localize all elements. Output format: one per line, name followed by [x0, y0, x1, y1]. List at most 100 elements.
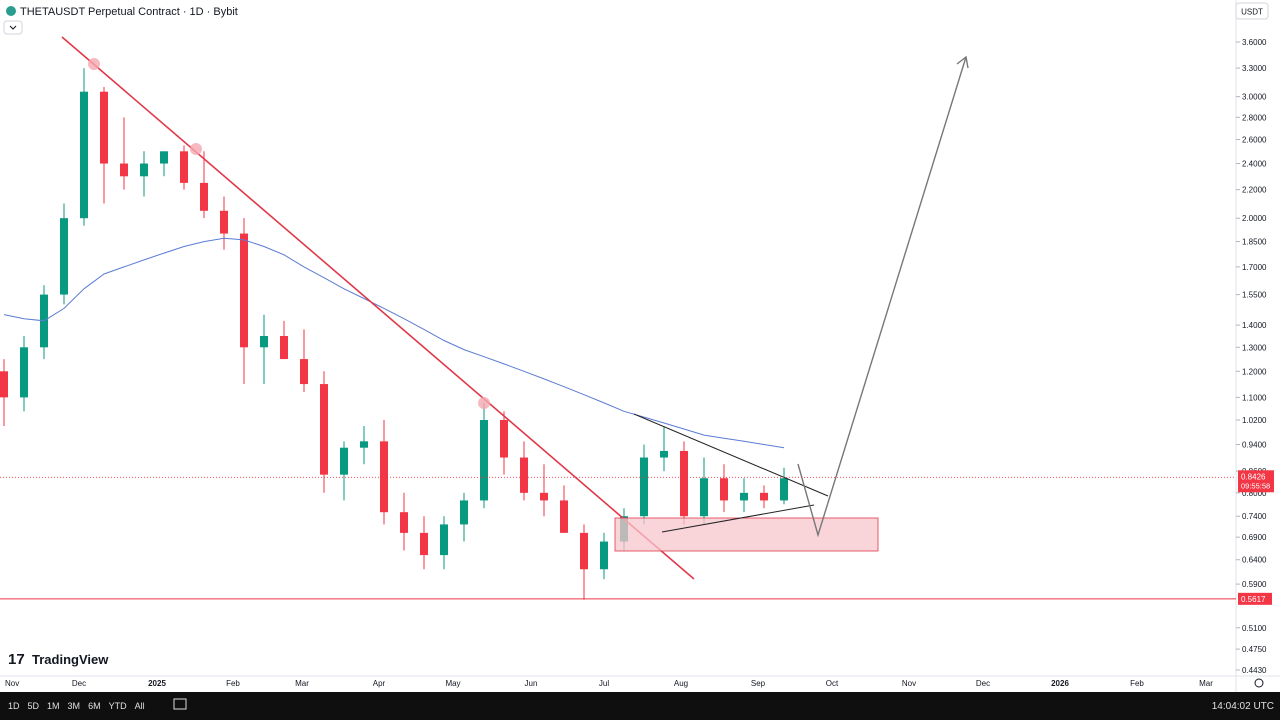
candle-body — [380, 441, 388, 513]
x-tick-label: 2025 — [148, 679, 166, 688]
y-tick-label: 2.6000 — [1242, 136, 1267, 145]
candle-body — [560, 500, 568, 533]
y-tick-label: 2.0000 — [1242, 214, 1267, 223]
y-tick-label: 0.5900 — [1242, 580, 1267, 589]
candle-body — [20, 347, 28, 398]
y-tick-label: 2.2000 — [1242, 186, 1267, 195]
demand-zone — [614, 517, 879, 552]
date-range-icon[interactable] — [173, 698, 187, 710]
candle-body — [540, 492, 548, 501]
triangle-lower — [661, 504, 815, 533]
candle-body — [720, 478, 728, 501]
x-tick-label: May — [445, 679, 460, 688]
candle-body — [480, 420, 488, 501]
timeframe-button[interactable]: YTD — [109, 701, 128, 711]
y-tick-label: 1.4000 — [1242, 321, 1267, 330]
collapse-button[interactable] — [3, 20, 23, 35]
candle-body — [440, 524, 448, 556]
candle-body — [60, 218, 68, 295]
candle-body — [240, 233, 248, 348]
x-tick-label: Sep — [751, 679, 766, 688]
timeframe-group: 1D 5D 1M 3M 6M YTD All — [8, 701, 145, 711]
projection-path — [797, 56, 967, 538]
y-tick-label: 1.2000 — [1242, 367, 1267, 376]
candle-body — [220, 210, 228, 234]
x-tick-label: Nov — [5, 679, 19, 688]
brand-mark: 17 — [8, 651, 25, 668]
y-tick-label: 1.5500 — [1242, 291, 1267, 300]
candle-body — [680, 450, 688, 517]
x-tick-label: Dec — [976, 679, 990, 688]
timeframe-button[interactable]: 1M — [47, 701, 60, 711]
price-label: 0.8426 — [1241, 472, 1266, 481]
candle-body — [400, 512, 408, 533]
marks-layer — [0, 68, 788, 600]
timeframe-button[interactable]: All — [135, 701, 145, 711]
x-tick-label: Apr — [373, 679, 386, 688]
candle-body — [100, 91, 108, 164]
x-tick-label: Feb — [1130, 679, 1144, 688]
candle-body — [520, 457, 528, 493]
candle-body — [340, 447, 348, 475]
timeframe-button[interactable]: 5D — [28, 701, 40, 711]
triangle-upper — [633, 413, 829, 497]
timeframe-button[interactable]: 6M — [88, 701, 101, 711]
y-tick-label: 1.8500 — [1242, 238, 1267, 247]
candle-body — [200, 182, 208, 211]
y-tick-label: 1.1000 — [1242, 393, 1267, 402]
x-tick-label: Mar — [1199, 679, 1213, 688]
candle-body — [700, 478, 708, 517]
moving-average — [3, 237, 785, 449]
x-tick-label: Mar — [295, 679, 309, 688]
candle-body — [600, 541, 608, 570]
countdown: 09:55:58 — [1241, 481, 1270, 490]
touch-point — [88, 58, 100, 70]
candle-body — [500, 420, 508, 458]
chart-title: THETAUSDT Perpetual Contract · 1D · Bybi… — [20, 6, 238, 18]
y-tick-label: 0.6900 — [1242, 533, 1267, 542]
downtrend-line — [61, 36, 695, 580]
candle-body — [0, 371, 8, 398]
symbol-icon — [6, 6, 16, 16]
y-tick-label: 1.7000 — [1242, 263, 1267, 272]
y-tick-label: 0.7400 — [1242, 512, 1267, 521]
candle-body — [360, 441, 368, 448]
candle-body — [260, 335, 268, 348]
candle-body — [160, 151, 168, 164]
candle-body — [300, 359, 308, 385]
candle-body — [660, 450, 668, 458]
y-tick-label: 0.4750 — [1242, 645, 1267, 654]
x-tick-label: Dec — [72, 679, 86, 688]
grid-layer: 3.6000 3.3000 3.0000 2.8000 2.6000 2.4000 2.20… — [0, 0, 1280, 692]
y-tick-label: 0.4430 — [1242, 666, 1267, 675]
x-tick-label: Feb — [226, 679, 240, 688]
y-tick-label: 3.3000 — [1242, 64, 1267, 73]
candle-body — [140, 163, 148, 177]
timeframe-button[interactable]: 1D — [8, 701, 20, 711]
candle-body — [280, 335, 288, 360]
brand-name: TradingView — [32, 652, 109, 667]
candle-body — [80, 91, 88, 219]
y-tick-label: 0.5100 — [1242, 624, 1267, 633]
y-tick-label: 3.0000 — [1242, 93, 1267, 102]
y-tick-label: 0.6400 — [1242, 556, 1267, 565]
candle-body — [180, 151, 188, 183]
arrow-head — [956, 55, 969, 69]
candle-body — [740, 492, 748, 501]
candle-body — [760, 492, 768, 501]
clock: 14:04:02 UTC — [1212, 701, 1274, 712]
x-tick-label: Jul — [599, 679, 609, 688]
timeframe-button[interactable]: 3M — [68, 701, 81, 711]
x-tick-label: Oct — [826, 679, 839, 688]
y-tick-label: 3.6000 — [1242, 38, 1267, 47]
y-tick-label: 1.3000 — [1242, 343, 1267, 352]
support-tag — [1238, 592, 1272, 605]
candle-body — [120, 163, 128, 177]
candle-body — [780, 478, 788, 501]
y-tick-label: 2.4000 — [1242, 160, 1267, 169]
settings-icon[interactable] — [1254, 678, 1264, 688]
currency-button[interactable] — [1235, 2, 1269, 20]
candle-body — [580, 532, 588, 570]
